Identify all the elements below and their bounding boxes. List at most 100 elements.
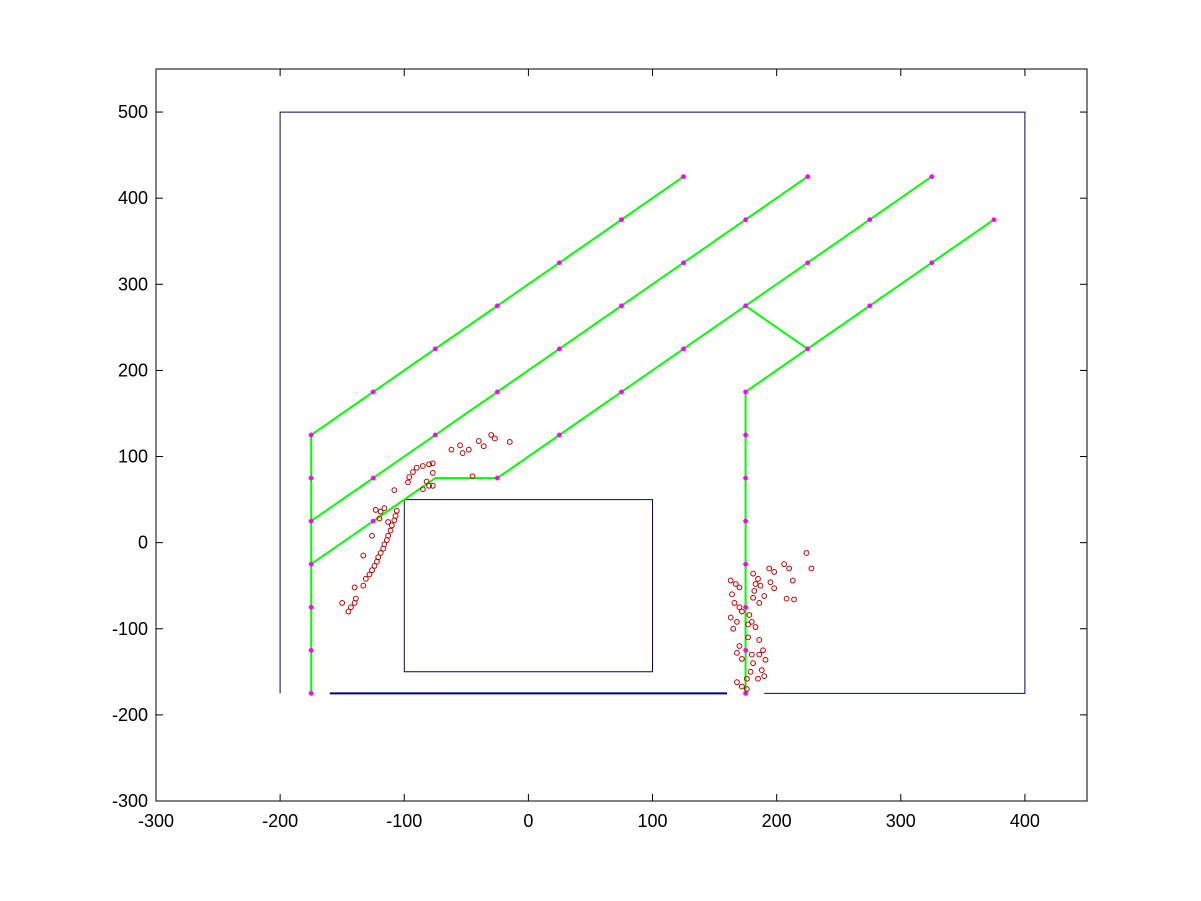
- sample-point: [750, 594, 756, 601]
- sample-point: [748, 618, 755, 625]
- x-tick-label: 300: [886, 811, 916, 831]
- sample-point: [488, 432, 495, 438]
- y-tick-label: 400: [118, 188, 148, 208]
- x-tick-label: -300: [138, 811, 174, 831]
- sample-point: [781, 561, 788, 568]
- plot-series: [279, 111, 1026, 696]
- sample-point: [459, 450, 466, 456]
- x-tick-label: -200: [262, 811, 298, 831]
- sample-point: [352, 595, 359, 602]
- sample-point: [360, 582, 367, 589]
- sample-point: [771, 585, 778, 592]
- y-tick-label: 200: [118, 360, 148, 380]
- sample-point: [734, 649, 740, 656]
- sample-point: [748, 651, 755, 658]
- sample-point: [752, 624, 759, 630]
- sample-point: [410, 469, 416, 475]
- sample-point: [734, 618, 740, 625]
- graph-node-point: [308, 432, 314, 438]
- graph-node-point: [370, 475, 376, 481]
- sample-point: [739, 656, 745, 662]
- sample-point: [429, 460, 436, 467]
- graph-node-point: [991, 217, 997, 223]
- graph-node-point: [743, 475, 749, 481]
- graph-node-point: [681, 260, 687, 266]
- y-tick-label: -200: [112, 705, 148, 725]
- graph-node-point: [619, 389, 624, 395]
- sample-point: [752, 581, 759, 587]
- sample-point: [366, 571, 373, 578]
- graph-node-point: [681, 346, 687, 352]
- sample-point: [351, 584, 358, 591]
- sample-point: [345, 608, 352, 615]
- graph-node-point: [929, 174, 935, 180]
- sample-point: [731, 600, 738, 606]
- sample-point: [750, 660, 756, 667]
- sample-point: [339, 600, 346, 606]
- sample-point: [745, 634, 752, 641]
- graph-node-point: [432, 346, 438, 352]
- y-tick-label: -300: [112, 791, 148, 811]
- sample-point: [391, 487, 398, 494]
- graph-node-point: [494, 303, 500, 309]
- graph-node-point: [619, 217, 624, 223]
- sample-point: [757, 582, 764, 589]
- wall-segment: [279, 111, 1026, 694]
- graph-node-point: [867, 303, 873, 309]
- sample-point: [743, 675, 750, 682]
- sample-point: [426, 482, 432, 489]
- wall-segment: [403, 499, 653, 673]
- sample-point: [761, 593, 768, 599]
- axes-frame: [155, 68, 1088, 802]
- y-tick-label: 100: [118, 447, 148, 467]
- sample-point: [377, 508, 384, 515]
- graph-node-point: [432, 432, 438, 438]
- sample-point: [736, 604, 743, 611]
- graph-edge: [745, 304, 809, 350]
- sample-point: [429, 482, 436, 489]
- graph-node-point: [743, 303, 749, 309]
- sample-point: [480, 443, 487, 450]
- sample-point: [746, 612, 753, 618]
- sample-point: [465, 446, 472, 453]
- sample-point: [406, 474, 413, 481]
- sample-point: [360, 552, 367, 559]
- sample-point: [377, 550, 384, 556]
- graph-node-point: [681, 174, 687, 180]
- sample-point: [729, 591, 735, 598]
- graph-node-point: [743, 647, 749, 653]
- sample-point: [426, 461, 432, 468]
- sample-point: [393, 507, 400, 514]
- sample-point: [385, 532, 392, 539]
- sample-point: [375, 554, 382, 561]
- sample-point: [423, 478, 430, 485]
- sample-point: [727, 577, 734, 584]
- axes: [155, 68, 1088, 802]
- sample-point: [734, 679, 740, 686]
- graph-node-point: [805, 346, 811, 352]
- sample-point: [381, 541, 388, 548]
- graph-node-point: [494, 475, 500, 481]
- sample-point: [771, 569, 778, 575]
- sample-point: [739, 683, 745, 690]
- graph-node-point: [308, 475, 314, 481]
- sample-point: [730, 625, 737, 632]
- graph-node-point: [743, 604, 749, 610]
- sample-point: [755, 575, 761, 582]
- graph-node-point: [308, 690, 314, 696]
- x-tick-label: -100: [386, 811, 422, 831]
- sample-point: [758, 667, 765, 674]
- y-tick-label: 500: [118, 102, 148, 122]
- sample-point: [419, 463, 426, 469]
- sample-point: [743, 686, 750, 692]
- x-tick-label: 200: [762, 811, 792, 831]
- sample-point: [381, 505, 388, 512]
- graph-node-point: [743, 432, 749, 438]
- sample-point: [736, 584, 743, 591]
- sample-point: [469, 473, 476, 480]
- y-tick-label: -100: [112, 619, 148, 639]
- sample-point: [767, 579, 774, 586]
- graph-node-point: [556, 260, 562, 266]
